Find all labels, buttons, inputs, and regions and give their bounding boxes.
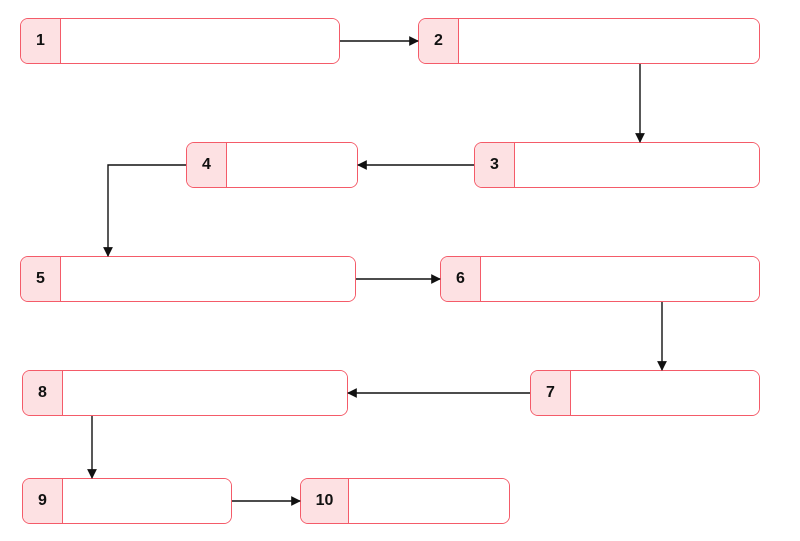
flow-node-10: 10	[300, 478, 510, 524]
flow-node-body	[515, 143, 759, 187]
flow-node-badge: 9	[23, 479, 63, 523]
flow-node-badge: 4	[187, 143, 227, 187]
flow-node-badge: 2	[419, 19, 459, 63]
flow-node-badge: 8	[23, 371, 63, 415]
flow-node-7: 7	[530, 370, 760, 416]
flow-node-9: 9	[22, 478, 232, 524]
flow-node-4: 4	[186, 142, 358, 188]
flow-node-body	[459, 19, 759, 63]
flow-node-body	[61, 19, 339, 63]
flow-node-body	[63, 371, 347, 415]
flow-node-badge: 6	[441, 257, 481, 301]
flow-node-body	[571, 371, 759, 415]
flow-node-body	[227, 143, 357, 187]
flow-node-3: 3	[474, 142, 760, 188]
flow-node-badge: 10	[301, 479, 349, 523]
flow-node-body	[349, 479, 509, 523]
flow-node-body	[61, 257, 355, 301]
flow-node-5: 5	[20, 256, 356, 302]
flow-node-badge: 3	[475, 143, 515, 187]
flow-node-badge: 7	[531, 371, 571, 415]
flowchart-canvas: 1 2 3 4 5 6 7 8 9 10	[0, 0, 800, 541]
flow-edge-n4-n5	[108, 165, 186, 256]
flow-node-body	[63, 479, 231, 523]
flow-node-badge: 5	[21, 257, 61, 301]
flow-node-8: 8	[22, 370, 348, 416]
flow-node-6: 6	[440, 256, 760, 302]
flow-node-2: 2	[418, 18, 760, 64]
flow-node-badge: 1	[21, 19, 61, 63]
flow-node-1: 1	[20, 18, 340, 64]
flow-node-body	[481, 257, 759, 301]
